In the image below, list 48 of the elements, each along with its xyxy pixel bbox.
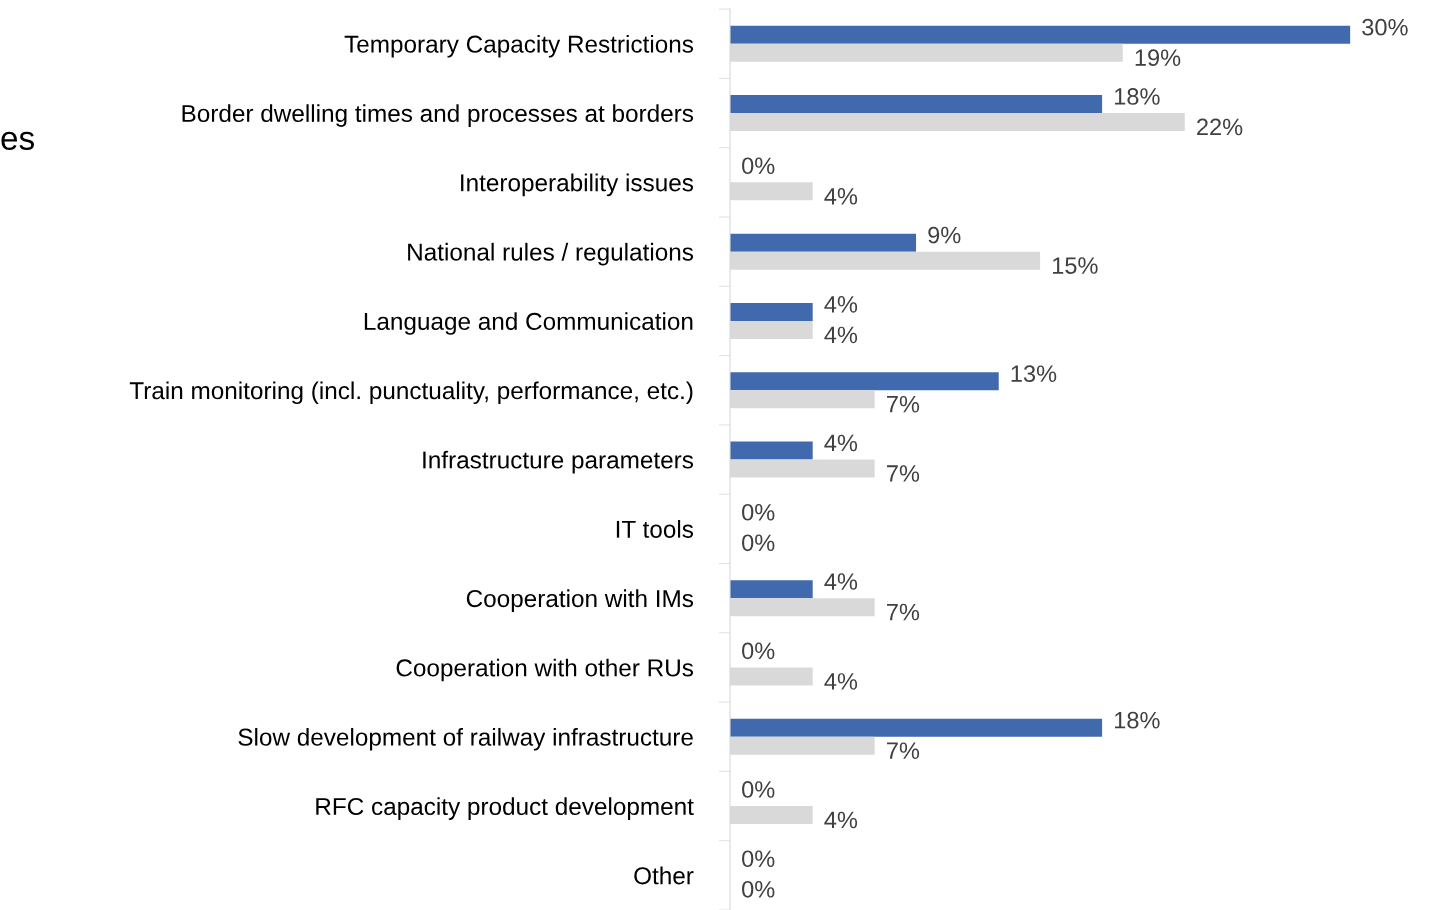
bar <box>730 302 813 321</box>
y-tick-label: Cooperation with IMs <box>466 589 694 612</box>
y-tick-label: Border dwelling times and processes at borders <box>182 104 694 127</box>
data-label: 0% <box>742 534 775 552</box>
y-tick-label: National rules / regulations <box>408 242 694 266</box>
data-label: 7% <box>887 465 920 482</box>
data-label: 7% <box>887 603 920 621</box>
data-label: 4% <box>824 573 858 590</box>
data-label: 7% <box>887 742 920 759</box>
data-label: 4% <box>824 811 858 829</box>
data-label: 30% <box>1362 18 1408 36</box>
data-label: 0% <box>742 850 775 868</box>
y-tick-label: IT tools <box>616 520 694 538</box>
data-label: 0% <box>742 781 775 798</box>
y-tick-label: Cooperation with other RUs <box>396 658 694 682</box>
bar <box>730 718 1103 737</box>
data-label: 4% <box>824 673 858 690</box>
bar <box>730 372 999 391</box>
text: es <box>1 131 34 150</box>
bar <box>730 95 1103 114</box>
data-label: 0% <box>742 880 775 898</box>
data-label: 0% <box>742 642 775 660</box>
data-label: 0% <box>742 157 775 175</box>
y-tick-label: Language and Communication <box>364 312 693 335</box>
bar <box>730 25 1351 44</box>
y-tick-label: Other <box>634 866 694 885</box>
data-label: 4% <box>824 434 858 452</box>
y-tick-label: Slow development of railway infrastructure <box>238 727 693 751</box>
data-label: 0% <box>742 503 775 521</box>
data-label: 4% <box>824 188 858 205</box>
data-label: 18% <box>1115 88 1160 105</box>
data-label: 13% <box>1011 365 1057 383</box>
data-label: 22% <box>1197 118 1243 136</box>
data-label: 9% <box>928 226 961 244</box>
y-tick-label: Temporary Capacity Restrictions <box>344 34 694 58</box>
y-tick-label: RFC capacity product development <box>316 797 694 820</box>
y-tick-label: Train monitoring (incl. punctuality, performance, etc.) <box>129 381 693 405</box>
data-label: 4% <box>824 326 858 344</box>
bar <box>730 580 813 599</box>
data-label: 19% <box>1135 49 1181 67</box>
data-label: 15% <box>1052 257 1098 274</box>
y-tick-label: Infrastructure parameters <box>423 450 694 474</box>
data-label: 4% <box>824 296 858 313</box>
bar <box>730 441 813 460</box>
data-label: 7% <box>887 395 920 413</box>
data-label: 18% <box>1115 711 1160 729</box>
bar <box>730 233 917 252</box>
y-tick-label: Interoperability issues <box>461 173 694 197</box>
